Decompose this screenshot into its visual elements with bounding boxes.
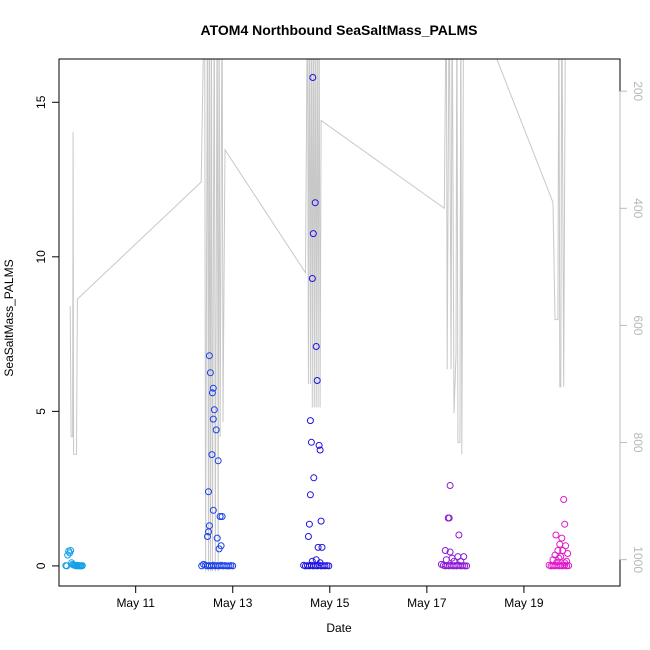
data-point xyxy=(553,558,561,566)
data-point xyxy=(308,557,316,565)
data-point xyxy=(318,543,326,551)
data-point xyxy=(209,506,217,514)
data-point xyxy=(442,556,450,564)
y2-tick-label: 400 xyxy=(631,198,645,218)
y-tick-label: 0 xyxy=(34,562,48,569)
data-point xyxy=(67,547,75,554)
series-0 xyxy=(62,547,86,570)
x-tick-label: May 17 xyxy=(407,596,447,610)
data-point xyxy=(62,562,70,570)
data-point xyxy=(205,352,213,360)
data-point xyxy=(448,554,456,562)
series-2 xyxy=(300,74,333,570)
series-1 xyxy=(198,352,237,570)
data-point xyxy=(325,562,333,570)
data-point xyxy=(446,482,454,489)
data-point xyxy=(212,426,220,434)
data-point xyxy=(205,528,212,536)
x-tick-label: May 19 xyxy=(504,596,544,610)
data-point xyxy=(463,562,471,570)
secondary-y-axis: 200 400 600 800 1000 xyxy=(619,81,645,573)
data-point xyxy=(307,438,315,446)
data-point xyxy=(306,417,314,425)
chart-title: ATOM4 Northbound SeaSaltMass_PALMS xyxy=(201,22,478,38)
data-point xyxy=(78,562,86,570)
data-point xyxy=(461,562,469,570)
pressure-line xyxy=(69,59,566,572)
data-point xyxy=(306,491,314,499)
data-points-layer xyxy=(62,74,573,570)
x-tick-label: May 11 xyxy=(116,596,155,610)
data-point xyxy=(213,534,221,542)
data-point xyxy=(561,559,569,567)
y2-tick-label: 600 xyxy=(631,315,645,335)
data-point xyxy=(214,457,222,465)
y-tick-label: 15 xyxy=(34,95,48,109)
data-point xyxy=(316,446,324,454)
data-point xyxy=(206,369,214,377)
series-3 xyxy=(437,482,471,570)
y-tick-label: 5 xyxy=(34,408,48,415)
data-point xyxy=(310,474,318,482)
data-point xyxy=(198,562,206,570)
data-point xyxy=(311,199,319,207)
data-point xyxy=(556,540,564,548)
data-point xyxy=(208,451,216,459)
pressure-line-layer xyxy=(69,59,566,572)
data-point xyxy=(216,513,224,520)
data-point xyxy=(204,533,211,540)
y-axis: 0 5 10 15 xyxy=(34,95,60,569)
y2-tick-label: 200 xyxy=(631,81,645,101)
data-point xyxy=(312,556,320,564)
data-point xyxy=(559,547,567,554)
data-point xyxy=(309,74,317,81)
y2-tick-label: 800 xyxy=(631,433,645,453)
x-tick-label: May 15 xyxy=(310,596,350,610)
data-point xyxy=(315,441,323,449)
data-point xyxy=(205,488,212,496)
data-point xyxy=(441,547,449,554)
x-axis-label: Date xyxy=(326,621,352,635)
data-point xyxy=(215,545,223,553)
data-point xyxy=(210,406,218,414)
data-point xyxy=(312,343,320,350)
data-point xyxy=(552,531,560,539)
data-point xyxy=(557,553,565,561)
data-point xyxy=(205,522,213,530)
data-point xyxy=(209,384,217,392)
x-axis: May 11 May 13 May 15 May 17 May 19 xyxy=(116,585,544,610)
data-point xyxy=(560,496,568,503)
data-point xyxy=(208,389,216,397)
x-tick-label: May 13 xyxy=(213,596,253,610)
data-point xyxy=(564,550,572,557)
data-point xyxy=(561,520,569,528)
y-tick-label: 10 xyxy=(34,250,48,264)
data-point xyxy=(314,543,322,551)
data-point xyxy=(313,377,321,384)
y-axis-label: SeaSaltMass_PALMS xyxy=(2,259,16,376)
data-point xyxy=(308,275,316,282)
y2-tick-label: 1000 xyxy=(631,546,645,573)
data-point xyxy=(558,534,566,542)
data-point xyxy=(457,557,465,565)
data-point xyxy=(305,520,313,528)
data-point xyxy=(304,533,312,540)
data-point xyxy=(563,557,571,565)
data-point xyxy=(229,562,237,570)
data-point xyxy=(446,548,454,556)
data-point xyxy=(309,230,317,238)
plot-frame xyxy=(58,58,621,587)
data-point xyxy=(455,531,463,539)
data-point xyxy=(317,517,325,525)
data-point xyxy=(444,514,452,522)
data-point xyxy=(316,559,324,567)
data-point xyxy=(209,415,217,423)
data-point xyxy=(218,513,226,520)
data-point xyxy=(555,554,563,562)
series-4 xyxy=(545,496,573,570)
